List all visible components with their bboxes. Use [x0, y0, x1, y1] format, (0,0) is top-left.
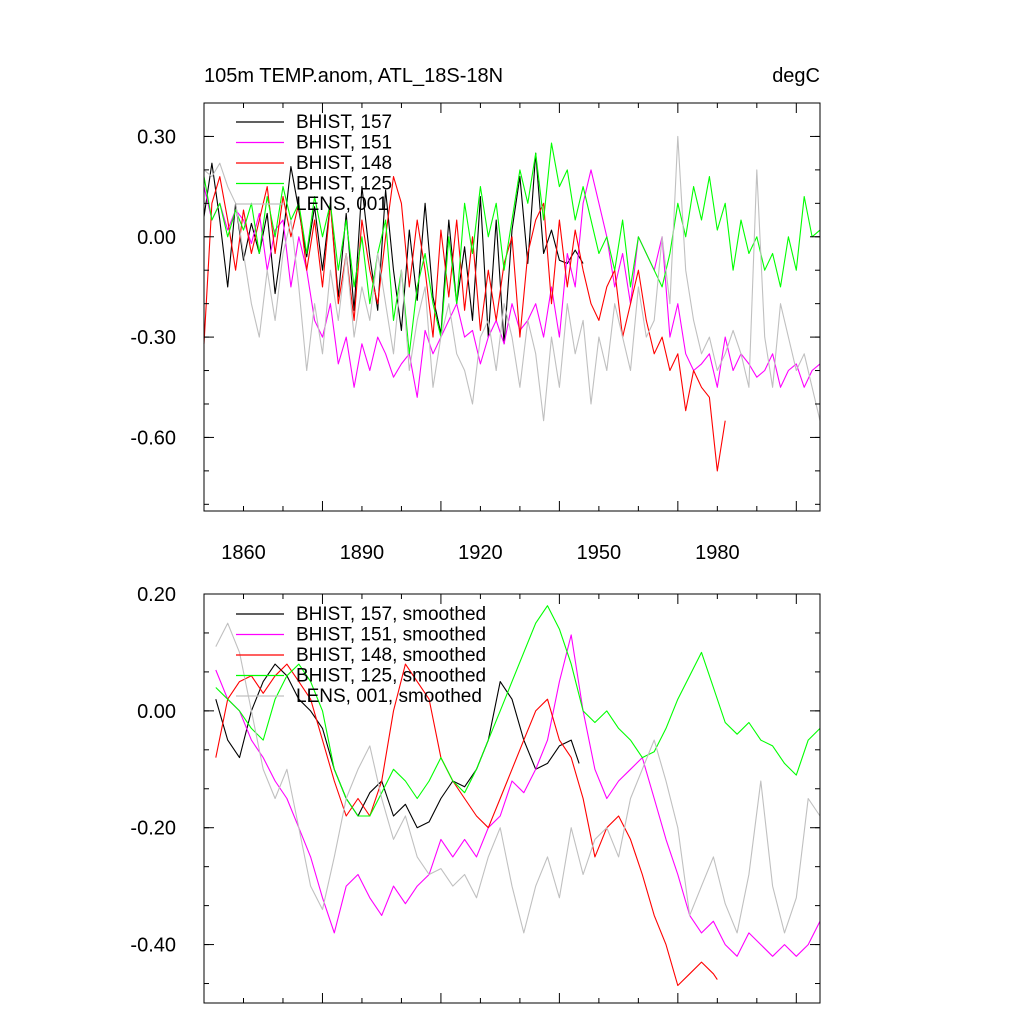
top-y-tick-label: 0.30	[137, 126, 176, 148]
top-series-lens-001	[203, 135, 821, 422]
bottom-legend-label-bhist-148-smoothed: BHIST, 148, smoothed	[296, 645, 486, 666]
bottom-legend-label-lens-001-smoothed: LENS, 001, smoothed	[296, 686, 482, 707]
bottom-legend-label-bhist-157-smoothed: BHIST, 157, smoothed	[296, 604, 486, 625]
bottom-panel: 0.200.00-0.20-0.40 BHIST, 157, smoothedB…	[130, 584, 821, 1004]
top-y-tick-label: 0.00	[137, 227, 176, 249]
top-series-group	[203, 135, 821, 472]
bottom-series-bhist-125-smoothed	[215, 605, 821, 817]
top-legend-label-bhist-148: BHIST, 148	[296, 153, 392, 174]
bottom-axis-ticks: 0.20 0.00 -0.20 -0.40	[130, 584, 820, 1003]
top-series-bhist-125	[203, 142, 821, 355]
bottom-series-bhist-151-smoothed	[215, 634, 821, 957]
top-series-bhist-148	[203, 176, 726, 472]
top-y-tick-label: -0.30	[130, 327, 176, 349]
top-series-bhist-157	[203, 152, 584, 345]
top-legend-label-bhist-151: BHIST, 151	[296, 133, 392, 154]
bottom-series-group	[215, 605, 821, 987]
top-legend-label-bhist-157: BHIST, 157	[296, 112, 392, 133]
top-x-tick-label: 1980	[695, 542, 740, 564]
bottom-series-lens-001-smoothed	[215, 622, 821, 934]
bottom-y-tick-label: 0.00	[137, 701, 176, 723]
top-legend-label-bhist-125: BHIST, 125	[296, 174, 392, 195]
top-legend-label-lens-001: LENS, 001	[296, 194, 388, 215]
bottom-legend-label-bhist-151-smoothed: BHIST, 151, smoothed	[296, 625, 486, 646]
bottom-y-tick-label: -0.40	[130, 935, 176, 957]
bottom-series-bhist-148-smoothed	[215, 663, 718, 987]
bottom-y-tick-label: -0.20	[130, 818, 176, 840]
top-chart-units: degC	[772, 65, 820, 87]
top-x-tick-label: 1920	[458, 542, 503, 564]
bottom-y-tick-label: 0.20	[137, 584, 176, 606]
top-x-tick-label: 1950	[577, 542, 622, 564]
top-x-tick-label: 1860	[221, 542, 266, 564]
top-axis-ticks: 1860 1890 1920 1950 1980 0.30 0.00 -0.30 -0.60	[130, 102, 820, 564]
bottom-legend-label-bhist-125-smoothed: BHIST, 125, smoothed	[296, 666, 486, 687]
top-y-tick-label: -0.60	[130, 427, 176, 449]
top-x-tick-label: 1890	[340, 542, 385, 564]
top-chart-title: 105m TEMP.anom, ATL_18S-18N	[204, 65, 503, 87]
bottom-plot-frame	[203, 593, 821, 1004]
bottom-series-bhist-157-smoothed	[215, 663, 580, 829]
top-panel: 105m TEMP.anom, ATL_18S-18N degC 1860 189…	[130, 65, 821, 564]
top-plot-frame	[203, 102, 821, 512]
